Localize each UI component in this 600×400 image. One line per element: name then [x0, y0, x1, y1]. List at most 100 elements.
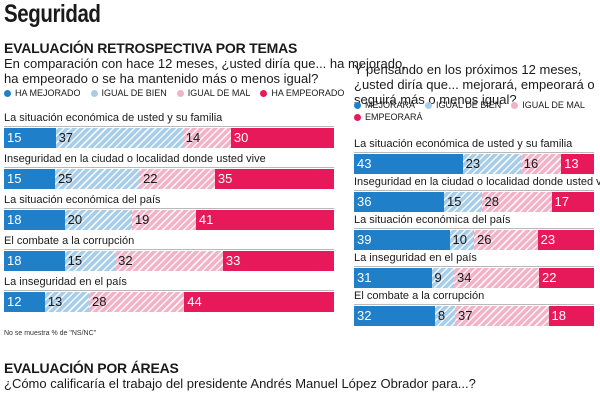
bar-value-label: 15: [67, 253, 83, 268]
bar-segment: 37: [455, 306, 549, 326]
category-label: El combate a la corrupción: [4, 235, 135, 247]
bar-segment: 9: [431, 268, 454, 288]
bar-segment: 37: [55, 128, 183, 148]
bar-value-label: 13: [47, 294, 63, 309]
bar-segment: 35: [214, 169, 334, 189]
category-label: La inseguridad en el país: [354, 252, 477, 264]
bar-segment: 18: [4, 210, 65, 230]
bar-value-label: 35: [217, 171, 233, 186]
row-separator: [354, 228, 594, 229]
bar-segment: 31: [354, 268, 432, 288]
bar-row: 31 9 34 22: [354, 268, 594, 288]
bar-segment: 17: [551, 192, 594, 212]
bar-segment: 13: [561, 154, 594, 174]
bar-segment: 15: [4, 169, 56, 189]
bar-value-label: 44: [187, 294, 202, 309]
bar-segment: 16: [520, 154, 562, 174]
bar-row: 39 10 26 23: [354, 230, 594, 250]
row-separator: [4, 126, 334, 127]
prosp-question-line2: ¿usted diría que... mejorará, empeorará …: [354, 77, 595, 92]
bar-value-label: 26: [476, 232, 492, 247]
category-label: La situación económica del país: [4, 194, 161, 206]
bar-row: 43 23 16 13: [354, 154, 594, 174]
bar-segment: 43: [354, 154, 463, 174]
bar-segment: 15: [4, 128, 56, 148]
row-separator: [354, 190, 594, 191]
bar-row: 15 25 22 35: [4, 169, 334, 189]
bar-value-label: 14: [185, 130, 201, 145]
legend-dot: [260, 89, 268, 97]
bar-value-label: 10: [452, 232, 467, 247]
bar-segment: 26: [473, 230, 538, 250]
bar-value-label: 28: [92, 294, 107, 309]
bar-value-label: 32: [118, 253, 133, 268]
bar-value-label: 23: [465, 156, 481, 171]
bar-value-label: 20: [67, 212, 83, 227]
row-separator: [354, 266, 594, 267]
bar-value-label: 36: [357, 194, 372, 209]
bar-value-label: 22: [542, 270, 557, 285]
bar-value-label: 37: [458, 308, 473, 323]
bar-value-label: 18: [7, 253, 22, 268]
bar-value-label: 15: [7, 171, 22, 186]
bar-row: 12 13 28 44: [4, 292, 334, 312]
bar-value-label: 28: [484, 194, 499, 209]
bar-value-label: 41: [198, 212, 214, 227]
legend-item-empeorara: EMPEORARÁ: [354, 112, 423, 122]
footnote: No se muestra % de "NS/NC": [4, 330, 97, 337]
row-separator: [4, 290, 334, 291]
legend-dot: [511, 101, 519, 109]
legend-dot: [425, 101, 433, 109]
bar-value-label: 34: [457, 270, 472, 285]
areas-question: ¿Cómo calificaría el trabajo del preside…: [4, 376, 476, 391]
legend-dot: [354, 113, 361, 121]
bar-segment: 36: [354, 192, 444, 212]
bar-row: 18 20 19 41: [4, 210, 334, 230]
bar-row: 18 15 32 33: [4, 251, 334, 271]
bar-segment: 28: [481, 192, 552, 212]
legend-dot: [4, 89, 11, 97]
bar-value-label: 30: [233, 130, 249, 145]
legend-dot: [176, 89, 184, 97]
bar-value-label: 43: [357, 156, 372, 171]
bar-value-label: 18: [7, 212, 22, 227]
category-label: La situación económica de usted y su fam…: [4, 112, 223, 124]
legend-item-ha-empeorado: HA EMPEORADO: [260, 88, 344, 98]
retro-question-line1: En comparación con hace 12 meses, ¿usted…: [4, 56, 406, 71]
legend-item-mejorara: MEJORARÁ: [354, 100, 415, 110]
page-title: Seguridad: [4, 0, 101, 28]
row-separator: [354, 304, 594, 305]
row-separator: [4, 208, 334, 209]
retro-question-line2: ha empeorado o se ha mantenido más o men…: [4, 71, 319, 86]
bar-value-label: 16: [523, 156, 539, 171]
bar-row: 32 8 37 18: [354, 306, 594, 326]
bar-value-label: 37: [58, 130, 74, 145]
bar-value-label: 9: [434, 270, 442, 285]
bar-segment: 18: [4, 251, 65, 271]
legend-item-igual-de-mal: IGUAL DE MAL: [176, 88, 250, 98]
bar-value-label: 8: [437, 308, 446, 323]
category-label: La situación económica de usted y su fam…: [354, 138, 573, 150]
category-label: Inseguridad en la ciudad o localidad don…: [354, 176, 600, 188]
bar-segment: 8: [434, 306, 456, 326]
category-label: La situación económica del país: [354, 214, 511, 226]
legend-item-igual-de-bien: IGUAL DE BIEN: [90, 88, 167, 98]
bar-segment: 12: [4, 292, 45, 312]
bar-segment: 19: [131, 210, 196, 230]
bar-segment: 44: [184, 292, 334, 312]
bar-segment: 22: [539, 268, 594, 288]
bar-segment: 23: [537, 230, 594, 250]
bar-segment: 33: [222, 251, 334, 271]
areas-section-title: EVALUACIÓN POR ÁREAS: [4, 360, 179, 376]
bar-segment: 39: [354, 230, 450, 250]
legend-item-igual-de-mal: IGUAL DE MAL: [511, 100, 585, 110]
bar-value-label: 17: [554, 194, 569, 209]
bar-segment: 25: [55, 169, 141, 189]
category-label: La inseguridad en el país: [4, 276, 127, 288]
category-label: El combate a la corrupción: [354, 290, 485, 302]
bar-segment: 32: [354, 306, 435, 326]
legend-item-igual-de-bien: IGUAL DE BIEN: [425, 100, 501, 110]
row-separator: [4, 167, 334, 168]
bar-segment: 14: [182, 128, 231, 148]
bar-segment: 13: [44, 292, 90, 312]
